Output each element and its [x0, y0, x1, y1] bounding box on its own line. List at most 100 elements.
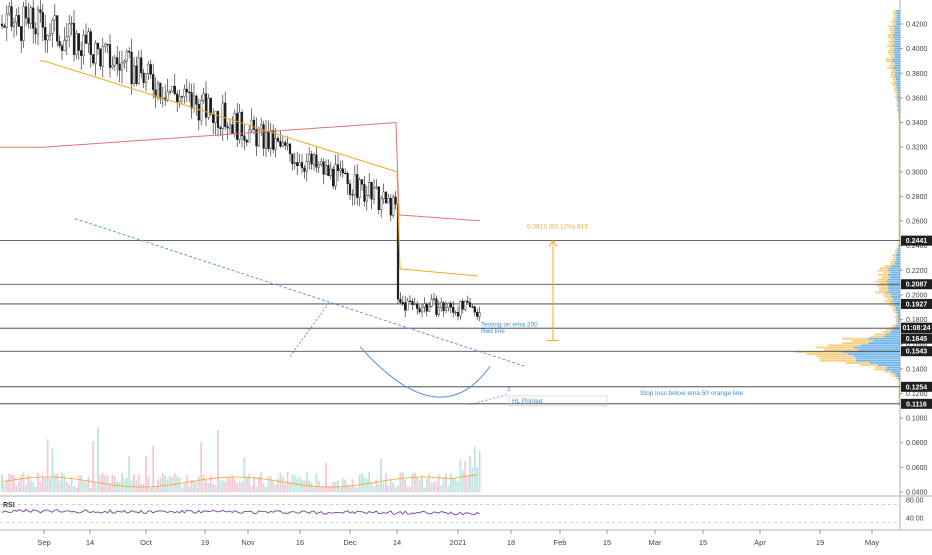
y-tick-label: 0.2600	[906, 219, 928, 226]
volume-bar	[447, 485, 450, 492]
volume-profile-bar-sell	[898, 177, 900, 179]
volume-profile-bar-buy	[897, 252, 900, 254]
candle-body	[106, 43, 109, 46]
volume-bar	[389, 480, 392, 492]
candle-body	[255, 129, 258, 147]
volume-profile-bar-buy	[895, 324, 900, 327]
volume-bar	[478, 450, 481, 492]
volume-bar	[157, 479, 159, 492]
y-tick-label: 0.2800	[906, 194, 928, 201]
candle-body	[332, 168, 335, 187]
volume-profile-bar-sell	[891, 18, 896, 21]
candle-body	[286, 143, 289, 146]
volume-profile-bar-sell	[898, 194, 900, 197]
volume-bar	[1, 474, 3, 492]
volume-bar	[320, 487, 323, 492]
volume-profile-bar-buy	[894, 304, 900, 307]
volume-profile-bar-buy	[892, 60, 900, 63]
volume-profile-bar-buy	[860, 344, 900, 347]
volume-bar	[476, 466, 479, 492]
volume-bar	[219, 480, 222, 492]
candle-body	[425, 303, 428, 312]
candle-body	[12, 22, 16, 27]
volume-profile-bar-buy	[899, 223, 900, 226]
volume-bar	[418, 480, 421, 492]
candle-body	[0, 23, 4, 27]
volume-profile-bar-buy	[899, 155, 900, 157]
price-tag-box	[901, 235, 932, 246]
volume-profile-bar-sell	[895, 320, 898, 322]
volume-profile-bar-buy	[893, 49, 900, 52]
volume-bar	[296, 478, 299, 492]
volume-profile-bar-buy	[897, 313, 900, 316]
volume-bar	[173, 473, 176, 492]
volume-profile-bar-sell	[883, 293, 891, 296]
volume-profile-bar-sell	[898, 197, 900, 199]
volume-profile-bar-sell	[893, 10, 897, 12]
x-tick-label: 15	[603, 538, 611, 547]
volume-profile-bar-buy	[890, 276, 900, 278]
candle-body	[180, 96, 184, 98]
candle-body	[178, 96, 181, 102]
volume-ma-line	[1, 474, 479, 488]
volume-bar	[56, 473, 59, 492]
volume-profile-bar-sell	[875, 280, 887, 283]
volume-profile-bar-sell	[898, 133, 900, 135]
volume-profile-bar-buy	[887, 285, 900, 287]
candle-body	[437, 307, 440, 315]
volume-profile-bar-sell	[880, 267, 890, 270]
candle-body	[94, 42, 97, 64]
volume-bar	[262, 483, 265, 492]
volume-profile-bar-sell	[898, 381, 900, 384]
volume-bar	[339, 486, 342, 492]
volume-profile-bar-sell	[883, 271, 891, 274]
volume-profile-bar-buy	[899, 139, 900, 142]
volume-profile-bar-buy	[899, 142, 900, 144]
volume-profile-bar-buy	[899, 170, 900, 173]
volume-profile-bar-sell	[898, 395, 900, 397]
volume-bar	[190, 479, 193, 492]
volume-profile-bar-sell	[898, 208, 900, 210]
volume-profile-bar-sell	[890, 82, 895, 85]
volume-profile-bar-sell	[898, 157, 900, 160]
volume-profile-bar-sell	[888, 25, 894, 28]
candle-body	[130, 52, 133, 84]
volume-profile-bar-buy	[894, 32, 900, 34]
volume-bar	[284, 484, 287, 492]
volume-profile-bar-sell	[894, 249, 898, 252]
volume-bar	[58, 480, 61, 492]
volume-profile-bar-buy	[899, 157, 900, 160]
volume-bar	[101, 473, 104, 492]
volume-profile-bar-buy	[853, 346, 900, 349]
volume-profile-bar-sell	[898, 142, 900, 144]
volume-profile-bar-buy	[868, 342, 900, 344]
candle-body	[111, 65, 114, 68]
candle-body	[80, 50, 83, 56]
candle-body	[58, 40, 61, 47]
volume-profile-bar-sell	[888, 51, 894, 54]
candle-body	[375, 186, 378, 189]
x-tick-label: May	[865, 538, 879, 547]
volume-bar	[274, 484, 277, 492]
volume-profile-bar-sell	[887, 45, 893, 47]
volume-bar	[61, 472, 63, 492]
volume-profile-bar-buy	[895, 309, 900, 311]
volume-profile-bar-buy	[894, 263, 900, 265]
volume-profile-bar-sell	[898, 388, 900, 391]
volume-bar	[286, 472, 289, 492]
volume-profile-bar-buy	[899, 120, 900, 122]
volume-profile-bar-buy	[885, 368, 900, 371]
candle-body	[264, 131, 268, 149]
candle-body	[185, 88, 188, 93]
candle-body	[428, 306, 431, 312]
volume-profile-bar-sell	[879, 287, 889, 289]
candle-body	[207, 97, 210, 118]
volume-bar	[53, 473, 56, 492]
volume-bar	[289, 481, 291, 492]
volume-profile-bar-sell	[898, 238, 900, 241]
volume-profile-bar-buy	[897, 91, 900, 94]
candle-body	[341, 168, 344, 174]
candle-body	[113, 57, 116, 66]
volume-profile-bar-buy	[899, 131, 900, 133]
